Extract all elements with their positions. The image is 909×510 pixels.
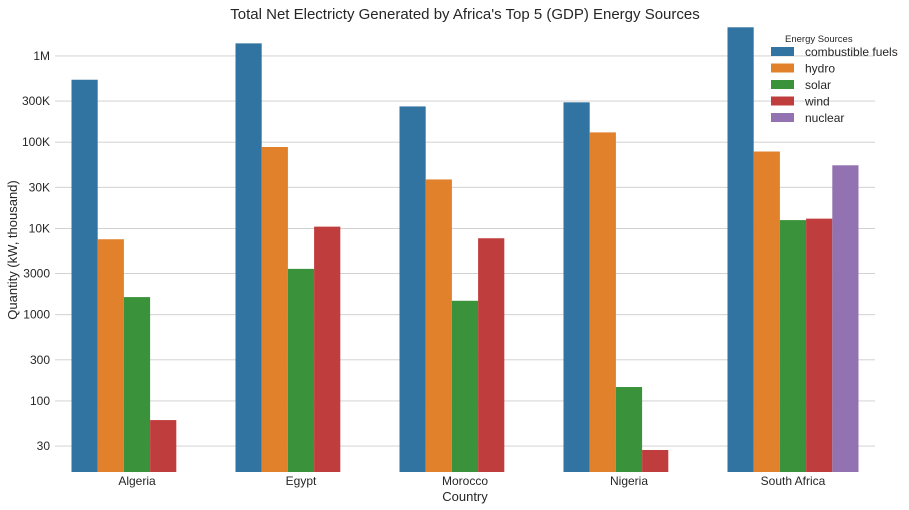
x-tick-label: Algeria <box>118 474 156 488</box>
legend-swatch <box>771 96 794 106</box>
y-tick-label: 3000 <box>23 267 50 281</box>
bar <box>425 179 452 472</box>
bar <box>563 102 590 472</box>
y-tick-label: 30 <box>37 439 51 453</box>
bar <box>727 27 754 473</box>
bar <box>451 300 479 472</box>
y-tick-label: 300 <box>30 353 50 367</box>
x-axis-label: Country <box>442 489 488 504</box>
y-axis: 30 100 300 1000 3000 10K 30K 100K 300K 1M <box>22 49 50 453</box>
legend-label: hydro <box>805 62 835 76</box>
x-tick-label: Morocco <box>442 474 488 488</box>
bar <box>642 449 669 472</box>
bar <box>97 239 124 472</box>
legend-swatch <box>771 113 794 122</box>
bar <box>123 297 151 472</box>
x-tick-label: Egypt <box>286 474 317 488</box>
bar <box>779 220 807 472</box>
chart-title: Total Net Electricty Generated by Africa… <box>230 6 699 23</box>
bars <box>71 27 859 473</box>
bar <box>832 165 859 472</box>
legend-title: Energy Sources <box>785 34 853 45</box>
bar <box>399 106 426 472</box>
bar <box>71 79 98 472</box>
legend: Energy Sources combustible fuels hydro sol… <box>771 34 898 125</box>
legend-label: solar <box>805 78 831 92</box>
bar <box>235 43 262 473</box>
bar <box>314 226 341 472</box>
y-tick-label: 1M <box>33 49 50 63</box>
bar <box>150 420 177 472</box>
y-tick-label: 1000 <box>23 308 50 322</box>
bar <box>478 238 505 472</box>
y-axis-label: Quantity (kW, thousand) <box>5 180 20 319</box>
x-tick-label: Nigeria <box>610 474 648 488</box>
legend-swatch <box>771 47 794 56</box>
legend-label: nuclear <box>805 111 844 125</box>
legend-label: combustible fuels <box>805 45 898 59</box>
legend-swatch <box>771 63 794 73</box>
legend-label: wind <box>804 95 830 109</box>
y-tick-label: 10K <box>29 221 50 235</box>
bar <box>615 387 643 472</box>
legend-swatch <box>771 80 794 89</box>
y-tick-label: 100 <box>30 394 50 408</box>
x-axis: Algeria Egypt Morocco Nigeria South Africa <box>118 474 825 488</box>
bar <box>287 268 315 472</box>
x-tick-label: South Africa <box>761 474 826 488</box>
bar <box>753 151 780 472</box>
y-tick-label: 300K <box>22 94 50 108</box>
bar <box>806 218 833 472</box>
y-tick-label: 100K <box>22 135 50 149</box>
bar <box>589 132 616 473</box>
y-tick-label: 30K <box>29 180 50 194</box>
bar <box>261 146 288 472</box>
